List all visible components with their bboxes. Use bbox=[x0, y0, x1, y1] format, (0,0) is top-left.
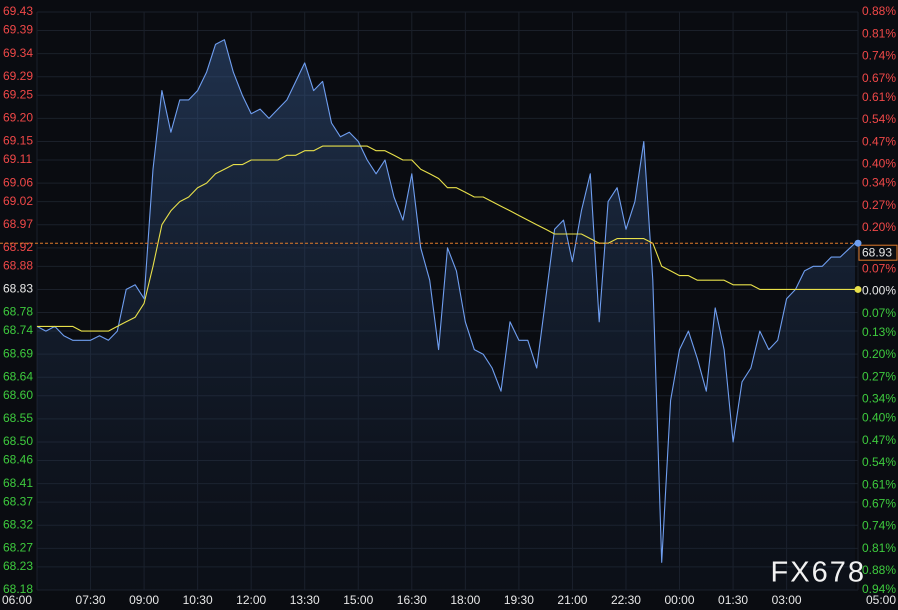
y-tick-label: 68.46 bbox=[3, 453, 33, 467]
y2-tick-label: 0.07% bbox=[862, 306, 896, 320]
y2-tick-label: 0.81% bbox=[862, 541, 896, 555]
y2-tick-label: 0.34% bbox=[862, 392, 896, 406]
y2-tick-label: 0.54% bbox=[862, 112, 896, 126]
y-tick-label: 68.69 bbox=[3, 346, 33, 360]
last-price-box bbox=[858, 244, 898, 261]
y-tick-label: 68.92 bbox=[3, 240, 33, 254]
x-tick-label: 05:00 bbox=[866, 593, 896, 607]
y2-tick-label: 0.34% bbox=[862, 176, 896, 190]
x-tick-label: 10:30 bbox=[183, 593, 213, 607]
y-tick-label: 68.88 bbox=[3, 258, 33, 272]
y2-tick-label: 0.94% bbox=[862, 582, 896, 596]
y2-tick-label: 0.67% bbox=[862, 496, 896, 510]
y2-tick-label: 0.88% bbox=[862, 563, 896, 577]
y-tick-label: 68.37 bbox=[3, 494, 33, 508]
y2-tick-label: 0.67% bbox=[862, 71, 896, 85]
y2-tick-label: 0.40% bbox=[862, 157, 896, 171]
y-tick-label: 68.23 bbox=[3, 559, 33, 573]
y-tick-label: 69.20 bbox=[3, 111, 33, 125]
y-tick-label: 68.83 bbox=[3, 282, 33, 296]
y-tick-label: 69.11 bbox=[3, 152, 32, 166]
y-tick-label: 68.27 bbox=[3, 541, 33, 555]
y-tick-label: 69.06 bbox=[3, 175, 33, 189]
x-tick-label: 01:30 bbox=[718, 593, 748, 607]
y-tick-label: 68.78 bbox=[3, 305, 33, 319]
x-tick-label: 15:00 bbox=[343, 593, 373, 607]
y-tick-label: 69.39 bbox=[3, 23, 33, 37]
x-tick-label: 13:30 bbox=[290, 593, 320, 607]
x-tick-label: 16:30 bbox=[397, 593, 427, 607]
y2-tick-label: 0.20% bbox=[862, 347, 896, 361]
y2-tick-label: 0.20% bbox=[862, 220, 896, 234]
y-tick-label: 68.18 bbox=[3, 582, 33, 596]
x-tick-label: 06:00 bbox=[2, 593, 32, 607]
x-tick-label: 09:00 bbox=[129, 593, 159, 607]
y-tick-label: 68.97 bbox=[3, 217, 33, 231]
y2-tick-label: 0.40% bbox=[862, 411, 896, 425]
y2-tick-label: 0.54% bbox=[862, 455, 896, 469]
y2-tick-label: 0.74% bbox=[862, 519, 896, 533]
x-tick-label: 00:00 bbox=[665, 593, 695, 607]
y-tick-label: 68.32 bbox=[3, 517, 33, 531]
y2-tick-label: 0.27% bbox=[862, 369, 896, 383]
y-tick-label: 68.41 bbox=[3, 476, 33, 490]
end-dot bbox=[854, 285, 862, 293]
y-tick-label: 68.50 bbox=[3, 434, 33, 448]
y2-tick-label: 0.74% bbox=[862, 49, 896, 63]
y-tick-label: 68.64 bbox=[3, 369, 33, 383]
y-tick-label: 68.55 bbox=[3, 411, 33, 425]
y-tick-label: 69.02 bbox=[3, 194, 33, 208]
x-tick-label: 19:30 bbox=[504, 593, 534, 607]
y-tick-label: 68.74 bbox=[3, 323, 33, 337]
y2-tick-label: 0.61% bbox=[862, 477, 896, 491]
y2-tick-label: 0.07% bbox=[862, 261, 896, 275]
y2-tick-label: 0.81% bbox=[862, 26, 896, 40]
y2-tick-label: 0.88% bbox=[862, 4, 896, 18]
x-tick-label: 21:00 bbox=[557, 593, 587, 607]
y-tick-label: 69.15 bbox=[3, 134, 33, 148]
price-area bbox=[37, 39, 855, 590]
x-tick-label: 18:00 bbox=[450, 593, 480, 607]
end-dot bbox=[854, 239, 862, 247]
y2-tick-label: 0.61% bbox=[862, 90, 896, 104]
y-tick-label: 69.25 bbox=[3, 87, 33, 101]
watermark: FX678 bbox=[771, 557, 866, 589]
y2-tick-label: 0.00% bbox=[862, 284, 896, 298]
y-tick-label: 69.43 bbox=[3, 4, 33, 18]
x-tick-label: 07:30 bbox=[76, 593, 106, 607]
y2-tick-label: 0.47% bbox=[862, 134, 896, 148]
average-line bbox=[37, 145, 855, 332]
y-tick-label: 69.34 bbox=[3, 46, 33, 60]
y2-tick-label: 0.47% bbox=[862, 433, 896, 447]
y-tick-label: 68.60 bbox=[3, 388, 33, 402]
y2-tick-label: 0.13% bbox=[862, 325, 896, 339]
y2-tick-label: 0.27% bbox=[862, 198, 896, 212]
y-tick-label: 69.29 bbox=[3, 69, 33, 83]
price-line bbox=[36, 39, 856, 563]
x-tick-label: 03:00 bbox=[772, 593, 802, 607]
x-tick-label: 22:30 bbox=[611, 593, 641, 607]
x-tick-label: 12:00 bbox=[236, 593, 266, 607]
last-price-label: 68.93 bbox=[862, 245, 892, 259]
